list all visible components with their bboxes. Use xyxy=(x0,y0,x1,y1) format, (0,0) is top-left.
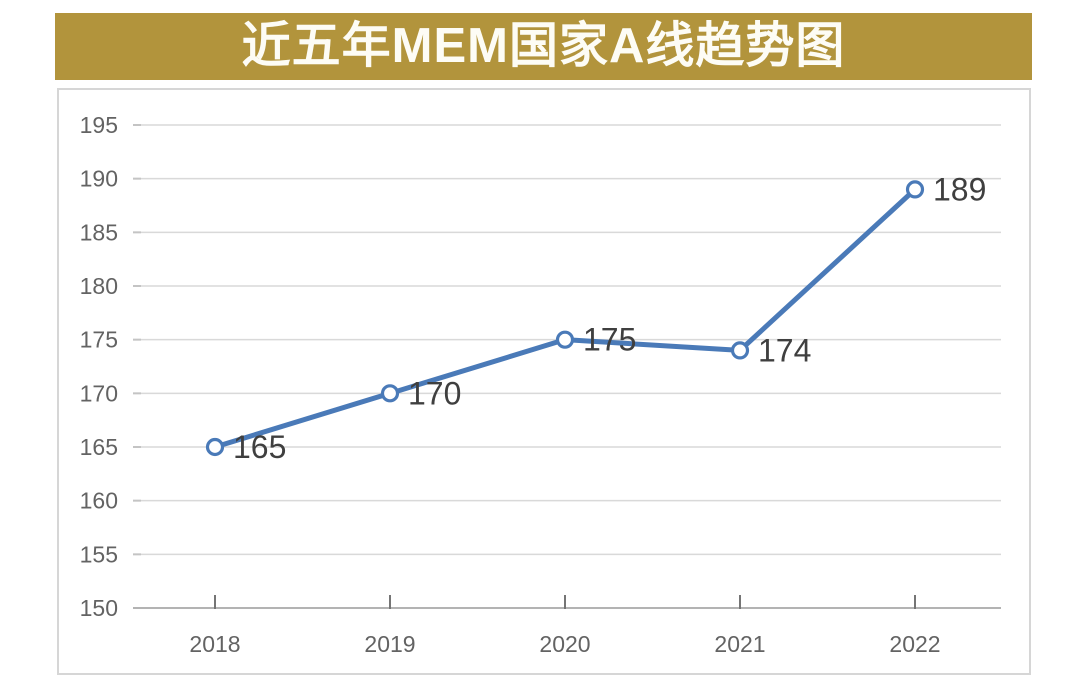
x-axis-label: 2018 xyxy=(189,631,240,657)
data-point xyxy=(205,437,225,457)
data-label: 174 xyxy=(758,332,811,368)
data-point xyxy=(730,341,750,360)
y-axis-label: 180 xyxy=(80,273,118,299)
data-point xyxy=(555,330,575,349)
data-label: 175 xyxy=(583,322,636,358)
x-axis-label: 2022 xyxy=(889,631,940,657)
x-axis-label: 2020 xyxy=(539,631,590,657)
y-axis-label: 165 xyxy=(80,434,118,460)
y-axis-label: 150 xyxy=(80,595,118,621)
data-label: 165 xyxy=(233,429,286,465)
y-axis-label: 175 xyxy=(80,327,118,353)
data-point xyxy=(905,180,925,199)
y-axis-label: 155 xyxy=(80,541,118,567)
x-axis-label: 2021 xyxy=(714,631,765,657)
data-point xyxy=(380,384,400,403)
y-axis-label: 195 xyxy=(80,112,118,138)
trend-line xyxy=(212,186,918,450)
y-axis-label: 170 xyxy=(80,380,118,406)
chart-title: 近五年MEM国家A线趋势图 xyxy=(241,19,846,73)
x-axis-label: 2019 xyxy=(364,631,415,657)
chart-panel: 150 155 160 165 170 175 180 185 190 195 2018 2019 20… xyxy=(57,88,1031,675)
data-label: 170 xyxy=(408,375,461,411)
chart-title-bar: 近五年MEM国家A线趋势图 xyxy=(55,13,1032,80)
y-axis-label: 190 xyxy=(80,166,118,192)
data-label: 189 xyxy=(933,171,986,207)
y-axis-label: 160 xyxy=(80,488,118,514)
y-axis-label: 185 xyxy=(80,219,118,245)
line-chart: 150 155 160 165 170 175 180 185 190 195 2018 2019 20… xyxy=(80,112,1001,657)
